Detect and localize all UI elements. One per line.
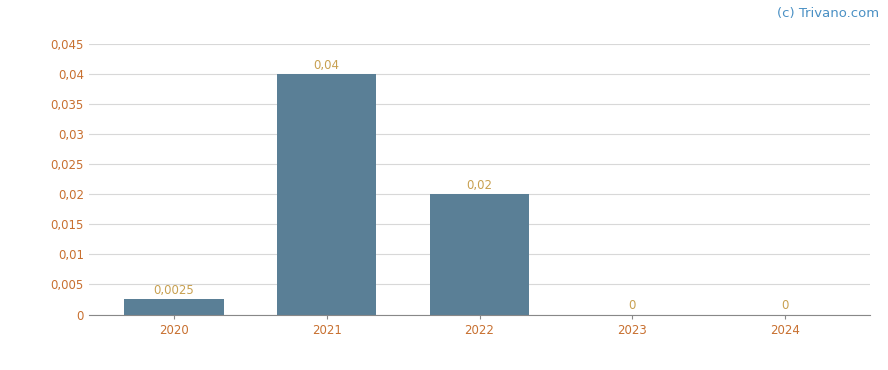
Text: 0: 0 <box>781 299 789 312</box>
Text: 0,0025: 0,0025 <box>154 284 194 297</box>
Bar <box>430 195 529 314</box>
Bar <box>124 299 224 314</box>
Text: 0,04: 0,04 <box>313 59 340 72</box>
Text: 0: 0 <box>629 299 636 312</box>
Text: (c) Trivano.com: (c) Trivano.com <box>777 7 879 20</box>
Text: 0,02: 0,02 <box>466 179 493 192</box>
Bar <box>277 74 377 314</box>
